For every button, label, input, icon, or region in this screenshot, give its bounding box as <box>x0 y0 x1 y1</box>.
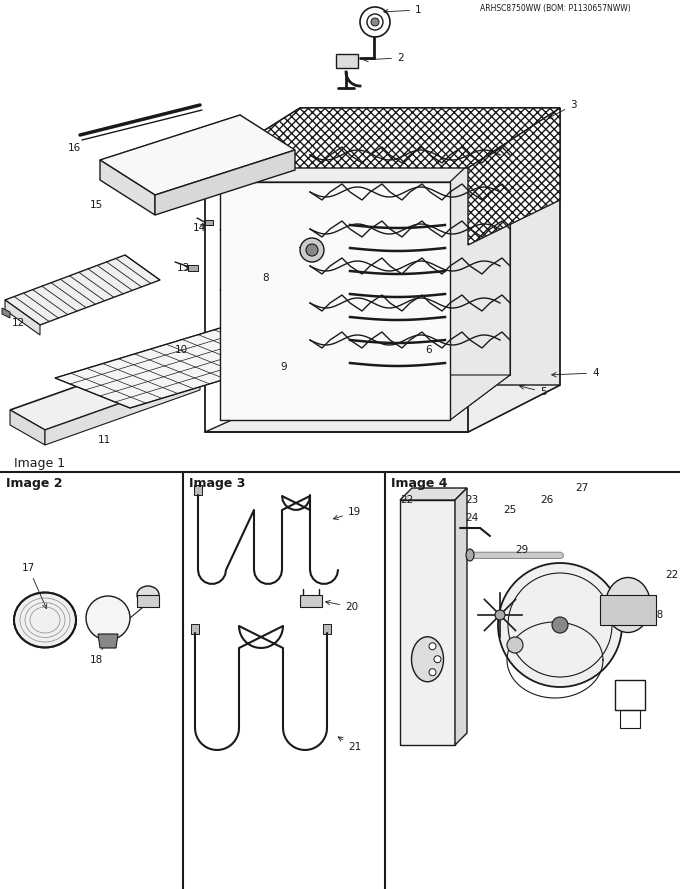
Text: 3: 3 <box>548 100 577 118</box>
Text: 7: 7 <box>297 247 312 257</box>
Text: 23: 23 <box>465 495 478 505</box>
Text: 28: 28 <box>650 610 663 620</box>
Polygon shape <box>298 125 510 375</box>
Text: 2: 2 <box>364 53 404 63</box>
Circle shape <box>86 596 130 640</box>
Circle shape <box>434 656 441 663</box>
Text: 22: 22 <box>665 570 678 580</box>
Circle shape <box>300 238 324 262</box>
Circle shape <box>429 643 436 650</box>
Text: 8: 8 <box>262 273 269 283</box>
Polygon shape <box>450 125 510 420</box>
Ellipse shape <box>411 637 443 682</box>
Bar <box>323 624 331 634</box>
Polygon shape <box>220 375 510 420</box>
Circle shape <box>306 244 318 256</box>
Circle shape <box>507 637 523 653</box>
Circle shape <box>495 610 505 620</box>
Text: 26: 26 <box>540 495 554 505</box>
Polygon shape <box>10 355 200 430</box>
Text: 22: 22 <box>400 495 413 505</box>
Text: 21: 21 <box>338 737 361 752</box>
Text: Image 3: Image 3 <box>189 477 245 490</box>
Circle shape <box>498 563 622 687</box>
Polygon shape <box>45 375 200 445</box>
Text: ARHSC8750WW (BOM: P1130657NWW): ARHSC8750WW (BOM: P1130657NWW) <box>480 4 631 13</box>
Text: Image 1: Image 1 <box>14 457 65 470</box>
Bar <box>191 624 199 634</box>
Polygon shape <box>468 108 560 245</box>
Bar <box>205 220 213 225</box>
Text: 6: 6 <box>425 345 432 355</box>
Polygon shape <box>205 385 560 432</box>
Text: 10: 10 <box>175 345 188 355</box>
Text: 11: 11 <box>98 435 112 445</box>
Text: 25: 25 <box>503 505 516 515</box>
Text: 29: 29 <box>515 545 528 555</box>
Polygon shape <box>220 182 450 420</box>
Polygon shape <box>55 325 305 408</box>
Polygon shape <box>137 595 159 607</box>
Polygon shape <box>600 595 656 625</box>
Polygon shape <box>205 108 560 168</box>
Polygon shape <box>468 108 560 432</box>
Polygon shape <box>455 488 467 745</box>
Bar <box>336 54 358 68</box>
Bar <box>188 265 198 271</box>
Circle shape <box>371 18 379 26</box>
Ellipse shape <box>14 620 76 630</box>
Bar <box>194 485 202 495</box>
Text: 24: 24 <box>465 513 478 523</box>
Polygon shape <box>155 150 295 215</box>
Text: 5: 5 <box>520 385 547 397</box>
Text: 17: 17 <box>22 563 47 609</box>
Text: Image 2: Image 2 <box>6 477 63 490</box>
Ellipse shape <box>466 549 474 561</box>
Text: 18: 18 <box>90 641 106 665</box>
Text: 13: 13 <box>177 263 190 273</box>
Text: Image 4: Image 4 <box>391 477 447 490</box>
Text: 12: 12 <box>12 318 25 328</box>
Ellipse shape <box>137 586 159 604</box>
Circle shape <box>429 669 436 676</box>
Polygon shape <box>220 125 510 182</box>
Bar <box>300 595 322 607</box>
Polygon shape <box>98 634 118 648</box>
Ellipse shape <box>605 578 651 632</box>
Polygon shape <box>2 308 10 318</box>
Polygon shape <box>5 300 40 335</box>
Text: 20: 20 <box>326 600 358 612</box>
Polygon shape <box>400 500 455 745</box>
Text: 15: 15 <box>90 200 103 210</box>
Text: 16: 16 <box>68 143 81 153</box>
Ellipse shape <box>14 592 76 647</box>
Text: 19: 19 <box>333 507 361 519</box>
Text: 9: 9 <box>280 362 287 372</box>
Polygon shape <box>400 488 467 500</box>
Polygon shape <box>100 160 155 215</box>
Text: 14: 14 <box>193 223 206 233</box>
Circle shape <box>552 617 568 633</box>
Text: 4: 4 <box>551 368 598 378</box>
Polygon shape <box>100 115 295 195</box>
Polygon shape <box>5 255 160 325</box>
Text: 27: 27 <box>575 483 588 493</box>
Polygon shape <box>10 410 45 445</box>
Polygon shape <box>205 108 560 168</box>
Text: 1: 1 <box>384 5 422 15</box>
